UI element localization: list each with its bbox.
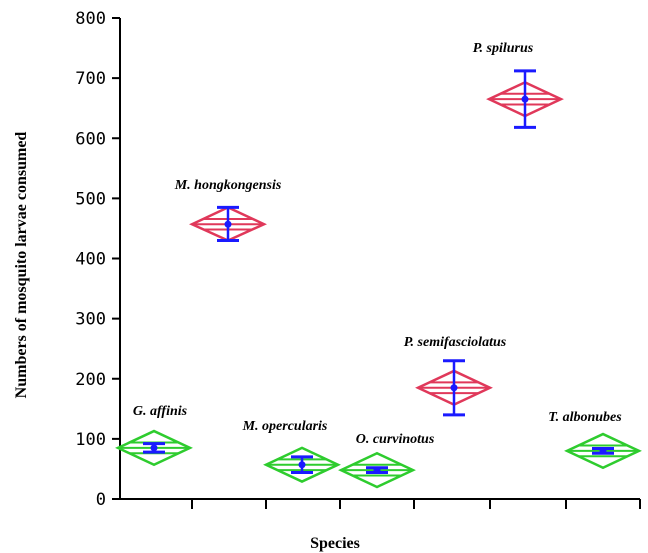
- species-label: G. affinis: [133, 404, 188, 419]
- y-tick-label: 500: [75, 189, 106, 209]
- data-point: [115, 429, 193, 467]
- species-labels: G. affinis M. hongkongensis M. opercularis…: [133, 41, 622, 447]
- y-axis-title: Numbers of mosquito larvae consumed: [13, 132, 30, 399]
- species-label: M. opercularis: [242, 419, 328, 434]
- mean-point: [599, 447, 607, 455]
- data-point: [189, 205, 267, 242]
- y-tick-label: 400: [75, 250, 106, 270]
- y-tick-label: 200: [75, 370, 106, 390]
- species-label: M. hongkongensis: [174, 178, 282, 193]
- y-tick-label: 800: [75, 9, 106, 29]
- x-axis: [120, 498, 641, 509]
- y-tick-label: 100: [75, 430, 106, 450]
- mean-point: [373, 466, 381, 474]
- y-axis: 0 100 200 300 400 500 600 700 800: [75, 9, 121, 510]
- data-point: [564, 432, 642, 470]
- mean-point: [521, 95, 529, 103]
- data-point: [338, 451, 416, 489]
- mean-point: [298, 461, 306, 469]
- y-tick-label: 0: [96, 490, 106, 510]
- y-tick-label: 600: [75, 129, 106, 149]
- species-label: P. semifasciolatus: [404, 335, 507, 350]
- mean-point: [150, 444, 158, 452]
- species-label: O. curvinotus: [356, 432, 435, 447]
- species-label: T. albonubes: [548, 410, 622, 425]
- data-point: [486, 69, 564, 129]
- y-tick-label: 700: [75, 69, 106, 89]
- species-label: P. spilurus: [473, 41, 534, 56]
- chart-marks: [115, 69, 642, 489]
- x-axis-title: Species: [310, 535, 360, 552]
- mean-point: [450, 384, 458, 392]
- data-point: [263, 446, 341, 483]
- data-point: [415, 359, 493, 417]
- y-tick-label: 300: [75, 310, 106, 330]
- mean-point: [224, 220, 232, 228]
